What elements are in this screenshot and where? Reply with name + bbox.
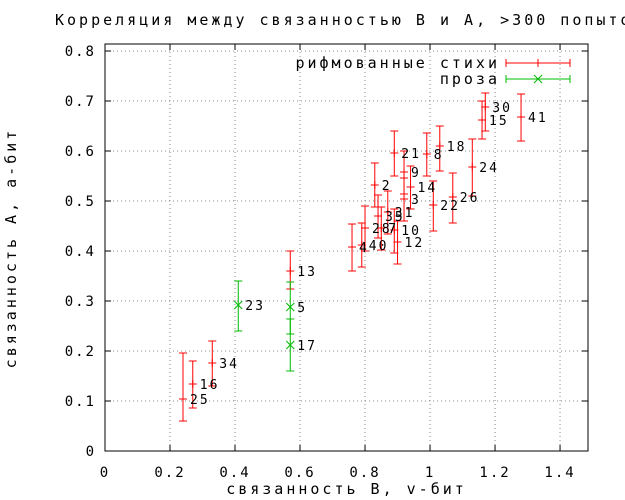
chart-title: Корреляция между связанностью B и A, >30… (55, 11, 625, 29)
y-tick-label: 0.8 (65, 44, 96, 60)
point-label: 25 (190, 393, 210, 408)
point-label: 3 (411, 193, 421, 208)
x-tick-label: 0.2 (154, 465, 185, 481)
point-label: 9 (411, 166, 421, 181)
x-axis-label: связанность B, v-бит (226, 480, 467, 498)
point-label: 28 (372, 222, 392, 237)
point-label: 13 (297, 265, 317, 280)
x-tick-label: 0 (100, 465, 110, 481)
y-tick-label: 0.4 (65, 244, 96, 260)
point-label: 41 (528, 111, 548, 126)
x-tick-label: 1.2 (479, 465, 510, 481)
point-label: 24 (479, 161, 499, 176)
point-label: 40 (369, 239, 389, 254)
point-label: 12 (405, 236, 425, 251)
x-tick-label: 0.6 (284, 465, 315, 481)
point-label: 15 (489, 114, 509, 129)
y-axis-label: связанность A, a-бит (2, 128, 20, 369)
point-label: 4 (359, 241, 369, 256)
legend-label: проза (440, 70, 500, 88)
x-tick-label: 0.8 (349, 465, 380, 481)
y-tick-label: 0.7 (65, 94, 96, 110)
legend-label: рифмованные стихи (295, 54, 500, 72)
point-label: 31 (395, 206, 415, 221)
point-label: 22 (440, 199, 460, 214)
point-label: 23 (245, 299, 265, 314)
point-label: 16 (200, 378, 220, 393)
y-tick-label: 0.2 (65, 344, 96, 360)
point-label: 30 (492, 101, 512, 116)
point-label: 10 (401, 224, 421, 239)
point-marker (533, 74, 543, 84)
x-tick-label: 0.4 (219, 465, 250, 481)
point-label: 14 (418, 181, 438, 196)
point-label: 18 (447, 140, 467, 155)
point-label: 17 (297, 339, 317, 354)
x-tick-label: 1.4 (544, 465, 575, 481)
point-label: 21 (401, 147, 421, 162)
point-label: 5 (297, 301, 307, 316)
point-label: 34 (219, 357, 239, 372)
point-label: 26 (460, 191, 480, 206)
point-marker (285, 340, 295, 350)
x-tick-label: 1 (425, 465, 435, 481)
point-marker (285, 302, 295, 312)
y-tick-label: 0.3 (65, 294, 96, 310)
point-label: 8 (434, 148, 444, 163)
point-marker (233, 300, 243, 310)
point-label: 2 (382, 179, 392, 194)
y-tick-label: 0.1 (65, 394, 96, 410)
y-tick-label: 0.5 (65, 194, 96, 210)
point-label: 7 (388, 222, 398, 237)
y-tick-label: 0 (86, 444, 96, 460)
y-tick-label: 0.6 (65, 144, 96, 160)
point-label: 35 (385, 210, 405, 225)
plot-border (104, 43, 589, 452)
